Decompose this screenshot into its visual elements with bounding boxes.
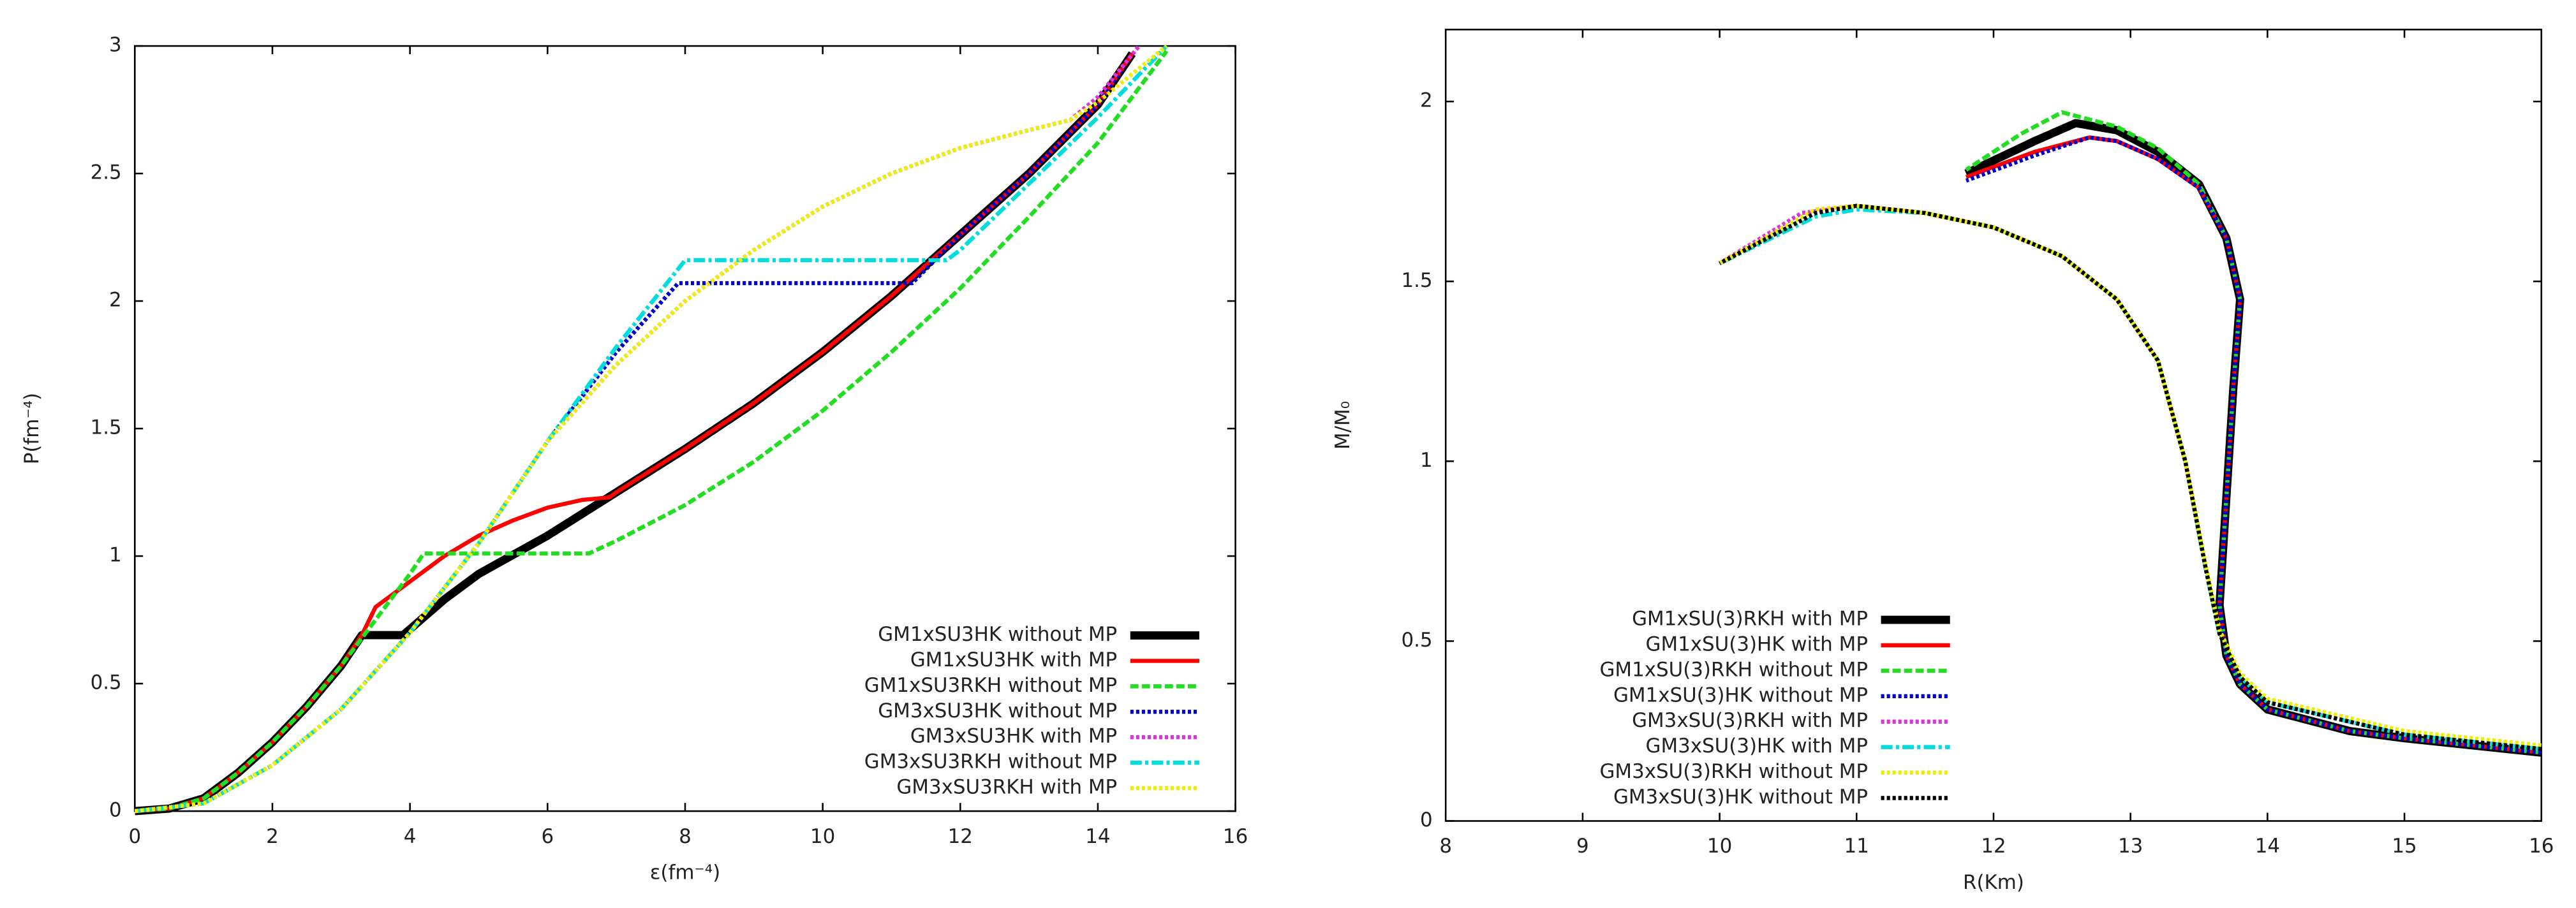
data-line	[1719, 203, 2542, 751]
data-line	[135, 50, 1169, 814]
plot-frame	[1444, 29, 2543, 822]
legend-label: GM3xSU3HK without MP	[878, 699, 1117, 722]
legend-label: GM1xSU(3)RKH without MP	[1599, 658, 1868, 681]
x-tick-label: 10	[810, 825, 835, 848]
y-tick-label: 1.5	[91, 416, 122, 439]
y-tick-label: 1.5	[1401, 269, 1432, 292]
x-tick-label: 12	[948, 825, 973, 848]
x-tick-label: 13	[2118, 835, 2143, 858]
legend-label: GM3xSU3RKH with MP	[896, 776, 1117, 799]
legend-label: GM1xSU(3)RKH with MP	[1632, 608, 1868, 631]
y-axis-label: P(fm⁻⁴)	[20, 393, 43, 464]
data-line	[134, 44, 1168, 814]
data-line	[1965, 110, 2542, 755]
y-tick-label: 2	[1420, 89, 1433, 112]
x-tick-label: 2	[266, 825, 279, 848]
legend-label: GM1xSU3HK with MP	[910, 648, 1117, 671]
data-line	[134, 52, 1134, 814]
data-line	[134, 51, 1136, 816]
x-tick-label: 14	[1085, 825, 1110, 848]
x-tick-label: 8	[679, 825, 692, 848]
x-tick-label: 11	[1844, 835, 1869, 858]
y-tick-label: 2	[109, 289, 122, 312]
legend-label: GM1xSU3HK without MP	[878, 623, 1117, 646]
data-line	[1964, 119, 2542, 757]
x-tick-label: 16	[2529, 835, 2554, 858]
data-line	[1965, 135, 2542, 755]
y-tick-label: 1	[1420, 449, 1433, 472]
x-tick-label: 4	[404, 825, 417, 848]
legend-label: GM1xSU(3)HK without MP	[1613, 684, 1868, 707]
x-tick-label: 9	[1576, 835, 1589, 858]
x-tick-label: 15	[2392, 835, 2417, 858]
x-tick-label: 12	[1981, 835, 2006, 858]
y-tick-label: 2.5	[91, 161, 122, 184]
y-axis-label: M/M₀	[1331, 401, 1354, 450]
y-tick-label: 1	[109, 544, 122, 567]
y-tick-label: 0.5	[1401, 629, 1432, 652]
x-tick-label: 0	[128, 825, 141, 848]
x-tick-label: 16	[1223, 825, 1248, 848]
legend-label: GM1xSU3RKH without MP	[864, 674, 1117, 697]
x-axis-label: R(Km)	[1963, 871, 2024, 894]
x-tick-label: 14	[2255, 835, 2280, 858]
legend-label: GM3xSU3RKH without MP	[864, 751, 1117, 773]
legend-label: GM3xSU(3)RKH with MP	[1632, 709, 1868, 732]
y-tick-label: 0.5	[91, 671, 122, 694]
data-line	[134, 44, 1169, 814]
x-tick-label: 6	[541, 825, 554, 848]
data-line	[1965, 135, 2542, 755]
legend-label: GM1xSU(3)HK with MP	[1646, 633, 1868, 655]
y-tick-label: 0	[109, 799, 122, 822]
legend-label: GM3xSU3HK with MP	[910, 725, 1117, 748]
data-line	[135, 52, 1134, 814]
legend-label: GM3xSU(3)HK with MP	[1646, 735, 1868, 758]
legend-label: GM3xSU(3)HK without MP	[1613, 786, 1868, 809]
y-tick-label: 3	[109, 34, 122, 57]
x-tick-label: 8	[1439, 835, 1452, 858]
x-tick-label: 10	[1707, 835, 1732, 858]
legend-label: GM3xSU(3)RKH without MP	[1599, 760, 1868, 783]
x-axis-label: ε(fm⁻⁴)	[650, 861, 720, 884]
y-tick-label: 0	[1420, 809, 1433, 831]
